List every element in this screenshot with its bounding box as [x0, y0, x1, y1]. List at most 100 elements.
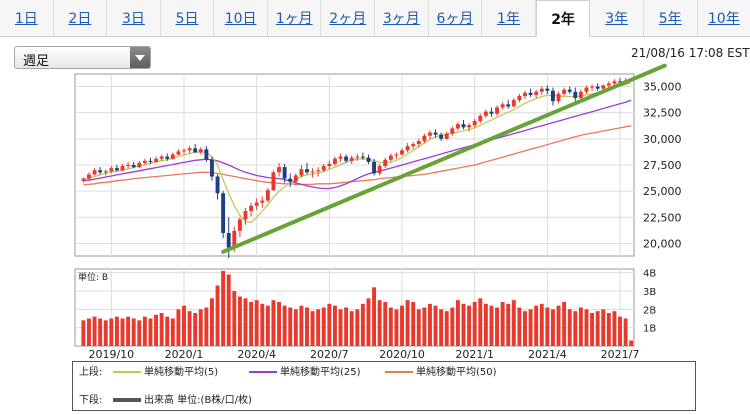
chevron-down-icon[interactable]: [130, 47, 150, 68]
volume-bar-83: [545, 307, 550, 346]
candle-43: [321, 163, 326, 173]
volume-bar-6: [114, 316, 119, 346]
candle-7: [120, 163, 125, 172]
volume-bar-96: [618, 316, 622, 346]
candle-body-79: [523, 92, 527, 96]
tab-6[interactable]: 2ヶ月: [321, 0, 376, 36]
tab-1[interactable]: 2日: [54, 0, 108, 36]
volume-bar-7: [120, 318, 125, 346]
volume-bar-78: [517, 307, 522, 346]
volume-bar-28: [237, 296, 242, 346]
candle-66: [450, 126, 455, 136]
tab-13[interactable]: 10年: [707, 11, 740, 27]
candle-body-39: [299, 169, 304, 176]
ma25-line: [83, 99, 632, 190]
volume-bar-49: [355, 309, 360, 346]
candle-body-20: [193, 148, 198, 153]
candle-47: [344, 154, 349, 163]
candle-body-52: [372, 161, 377, 174]
candle-body-78: [517, 95, 522, 101]
candle-body-6: [114, 168, 119, 171]
volume-bar-52: [372, 287, 377, 346]
volume-bar-26: [226, 274, 231, 346]
candle-body-11: [142, 160, 147, 163]
legend-ma5-swatch: [113, 371, 141, 373]
volume-bar-63: [433, 305, 438, 346]
legend-volume-label: 出来高 単位:(B株/口/枚): [144, 395, 252, 406]
candle-42: [316, 167, 321, 177]
x-tick-label-3: 2020/7: [310, 348, 349, 361]
tab-7[interactable]: 3ヶ月: [375, 0, 429, 36]
candle-88: [573, 87, 578, 103]
volume-bar-4: [103, 320, 108, 346]
tab-12[interactable]: 5年: [644, 0, 698, 36]
volume-bar-61: [422, 307, 427, 346]
candle-55: [388, 153, 393, 162]
volume-bar-48: [349, 311, 354, 346]
candle-70: [472, 118, 477, 128]
volume-bar-82: [539, 303, 544, 346]
candle-78: [517, 93, 522, 103]
candle-body-72: [483, 111, 488, 116]
tab-8[interactable]: 6ヶ月: [429, 0, 483, 36]
tab-5[interactable]: 1ヶ月: [268, 0, 322, 36]
candle-body-16: [170, 154, 175, 159]
candle-body-48: [349, 157, 354, 161]
candle-body-44: [327, 163, 332, 167]
candle-body-34: [271, 172, 276, 191]
candle-body-1: [87, 174, 91, 179]
candle-body-0: [81, 178, 86, 181]
candle-body-12: [148, 160, 153, 162]
candle-body-60: [416, 140, 421, 145]
volume-bar-79: [523, 311, 527, 346]
tab-9[interactable]: 1年: [482, 0, 536, 36]
tab-2[interactable]: 3日: [107, 0, 161, 36]
candle-5: [109, 166, 114, 174]
volume-bar-17: [176, 309, 181, 346]
volume-bar-55: [388, 307, 393, 346]
period-dropdown[interactable]: 週足: [14, 46, 151, 69]
candle-12: [148, 157, 153, 164]
candle-74: [495, 105, 500, 116]
candle-body-89: [578, 91, 583, 99]
candle-86: [562, 87, 567, 96]
candle-52: [372, 158, 377, 176]
candle-69: [467, 123, 472, 132]
candle-body-76: [506, 104, 511, 107]
volume-bar-5: [109, 318, 114, 346]
volume-bar-20: [193, 313, 198, 346]
volume-bar-69: [467, 305, 472, 346]
candle-body-22: [204, 149, 209, 160]
trendline: [221, 63, 667, 254]
legend-ma5-label: 単純移動平均(5): [144, 367, 219, 378]
tab-4[interactable]: 10日: [214, 0, 268, 36]
period-dropdown-value: 週足: [23, 54, 50, 69]
price-tick-label-0: 20,000: [643, 237, 682, 250]
candle-39: [299, 165, 304, 178]
volume-unit-label: 単位: B: [78, 271, 108, 283]
candle-body-33: [265, 190, 270, 201]
candle-83: [545, 85, 550, 94]
legend-upper-label: 上段:: [79, 367, 103, 378]
candle-91: [590, 84, 595, 91]
volume-bar-59: [411, 302, 416, 346]
tab-11[interactable]: 3年: [590, 0, 644, 36]
volume-bar-33: [265, 305, 270, 346]
tab-3[interactable]: 5日: [161, 0, 215, 36]
tab-0[interactable]: 1日: [0, 0, 54, 36]
candle-54: [383, 157, 388, 169]
tab-10[interactable]: 2年: [535, 0, 591, 37]
volume-bar-57: [400, 305, 404, 346]
volume-tick-label-1: 2B: [643, 305, 656, 316]
period-tabs: 1日 2日 3日 5日 10日 1ヶ月 2ヶ月 3ヶ月 6ヶ月 1年 2年 3年 5年 10年: [0, 0, 750, 37]
x-tick-label-2: 2020/4: [237, 348, 276, 361]
last-updated-timestamp: 21/08/16 17:08 EST: [631, 46, 750, 60]
legend-ma25-label: 単純移動平均(25): [280, 367, 361, 378]
volume-bar-70: [472, 302, 477, 346]
candle-body-36: [282, 167, 287, 179]
candle-9: [131, 161, 136, 169]
candle-60: [416, 138, 421, 148]
candle-body-74: [495, 107, 500, 114]
candle-body-28: [237, 219, 242, 231]
